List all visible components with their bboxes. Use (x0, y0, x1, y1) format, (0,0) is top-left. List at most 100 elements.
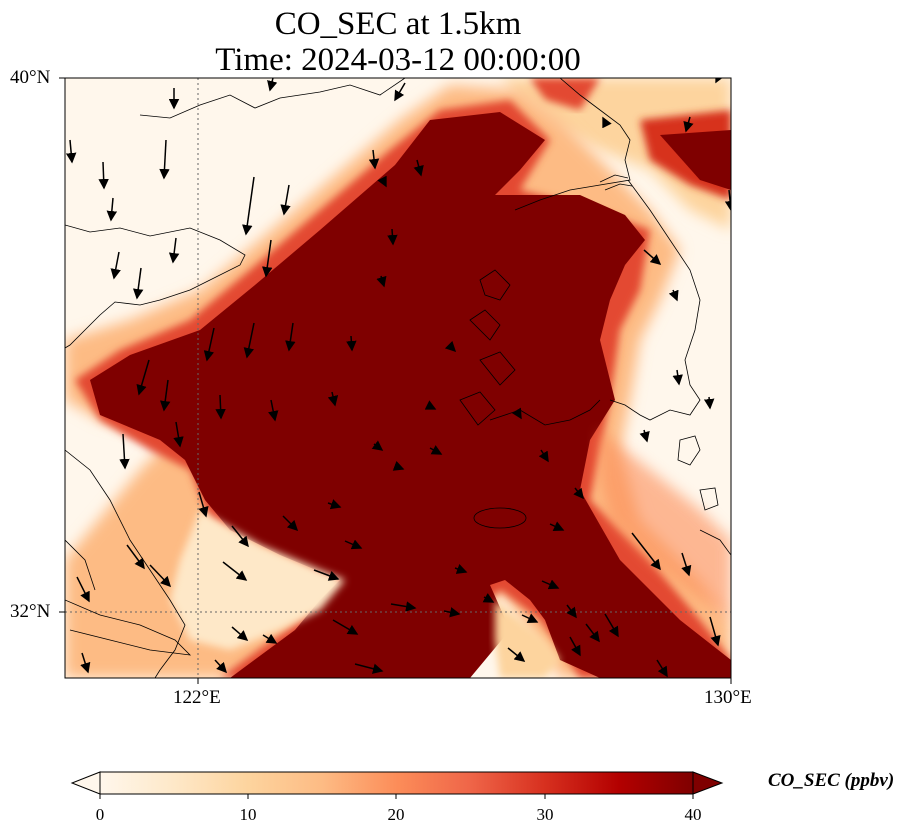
wind-arrow (573, 487, 584, 500)
wind-arrow (280, 184, 291, 216)
wind-arrow (119, 433, 130, 470)
wind-arrow (569, 636, 581, 657)
wind-arrow (332, 619, 359, 635)
wind-arrow (371, 440, 384, 451)
wind-arrow (639, 429, 650, 443)
wind-arrow (376, 275, 387, 288)
wind-arrow (549, 521, 565, 531)
wind-arrow (346, 335, 357, 352)
plume-core (90, 112, 731, 678)
wind-arrow (242, 176, 255, 236)
wind-arrow (344, 539, 363, 550)
wind-arrow (604, 613, 619, 638)
coastlines (65, 78, 731, 678)
wind-arrow (429, 445, 443, 455)
wind-arrow (231, 525, 249, 548)
wind-arrow (390, 601, 417, 612)
japan-islands (677, 435, 731, 556)
colorbar-gradient (100, 772, 693, 794)
colorbar-extend-low (70, 771, 101, 795)
gridlines (65, 78, 731, 678)
yangtze-estuary (65, 599, 192, 656)
wind-arrow (521, 613, 539, 623)
map-plot-area (65, 78, 731, 678)
wind-arrow (454, 563, 468, 574)
wind-arrow (585, 623, 600, 643)
wind-arrow (377, 175, 387, 188)
plume-outer-ne (500, 78, 731, 230)
coastline-korea-west (459, 269, 601, 426)
colorbar-tick-20: 20 (387, 805, 405, 824)
wind-arrow (267, 78, 278, 92)
wind-arrow (387, 228, 398, 246)
wind-arrow (538, 449, 549, 463)
axis-ticks (59, 77, 732, 684)
wind-arrow (214, 659, 228, 674)
wind-arrow (132, 267, 144, 300)
wind-arrow (703, 396, 715, 410)
wind-arrow (566, 604, 577, 619)
jeju-island (473, 507, 527, 529)
border-lines (599, 174, 633, 191)
wind-arrow (136, 359, 150, 396)
lat-tick-label-40: 40°N (10, 67, 51, 88)
clean-air-notch-s (495, 600, 560, 678)
wind-arrow (631, 532, 661, 571)
wind-arrow (149, 564, 172, 588)
wind-arrow (262, 633, 278, 644)
wind-arrow (656, 659, 668, 678)
plume-se-gradient (600, 430, 731, 620)
colorbar-tick-40: 40 (684, 805, 702, 824)
colorbar-ticks (99, 794, 694, 799)
wind-arrow (243, 322, 255, 359)
colorbar-tick-10: 10 (239, 805, 257, 824)
wind-arrow (507, 647, 526, 662)
wind-arrow (126, 544, 145, 570)
wind-arrow (268, 399, 279, 422)
wind-arrow (222, 561, 248, 581)
wind-arrow (198, 491, 209, 518)
clean-air-notch-sw (170, 510, 345, 650)
wind-arrow (173, 421, 184, 448)
wind-arrow (110, 251, 121, 280)
wind-arrow (368, 149, 380, 170)
wind-arrow (285, 322, 296, 352)
wind-arrow (354, 663, 384, 674)
wind-arrow (327, 499, 342, 510)
coastline-shandong (65, 224, 246, 349)
colorbar-title: CO_SEC (ppbv) (768, 770, 895, 791)
wind-arrow (444, 340, 457, 353)
coastline-bohai (139, 78, 406, 119)
wind-arrow (413, 159, 424, 177)
colorbar-extend-high (692, 771, 724, 795)
wind-arrow (392, 460, 405, 471)
wind-arrow (327, 391, 339, 407)
wind-arrow (683, 116, 694, 133)
wind-arrow (681, 552, 692, 577)
wind-arrow (159, 139, 170, 180)
wind-arrow (715, 78, 725, 84)
wind-arrow (424, 400, 437, 410)
wind-arrow (313, 569, 340, 581)
plume-ne-inner (660, 130, 731, 190)
wind-arrow (80, 652, 91, 674)
wind-arrow (602, 116, 612, 129)
wind-arrow (511, 407, 522, 420)
plume-n-edge (530, 78, 600, 110)
lon-tick-label-130: 130°E (704, 687, 752, 708)
lat-tick-label-32: 32°N (10, 601, 51, 622)
wind-arrow (215, 394, 226, 420)
wind-arrow (168, 237, 180, 264)
wind-arrow (203, 327, 215, 362)
wind-arrow (65, 139, 77, 164)
wind-arrow (482, 593, 495, 603)
inland-border (65, 539, 96, 591)
wind-arrow (672, 369, 683, 386)
wind-arrow (106, 197, 118, 222)
wind-arrow (643, 249, 662, 265)
wind-arrow (443, 607, 461, 618)
wind-arrow (394, 82, 406, 102)
colorbar (70, 771, 724, 799)
wind-arrow (262, 239, 273, 278)
